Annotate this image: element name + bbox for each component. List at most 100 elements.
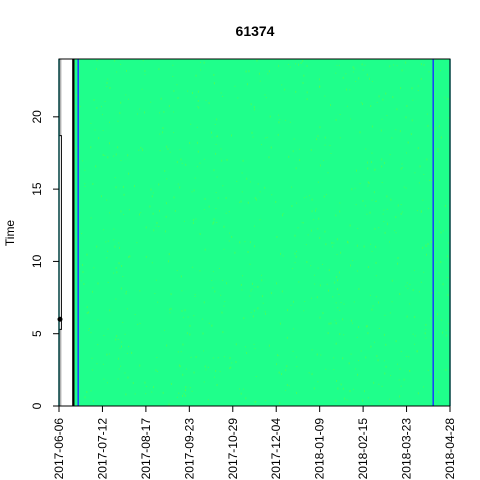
speckle bbox=[116, 271, 118, 274]
speckle bbox=[372, 305, 374, 307]
speckle bbox=[107, 328, 109, 330]
speckle bbox=[170, 382, 172, 385]
speckle bbox=[208, 322, 210, 324]
speckle bbox=[193, 315, 195, 317]
speckle bbox=[199, 162, 201, 164]
speckle bbox=[178, 364, 180, 367]
speckle bbox=[370, 105, 372, 108]
speckle bbox=[144, 70, 146, 73]
x-tick-label: 2018-03-23 bbox=[400, 418, 414, 480]
speckle bbox=[365, 325, 367, 328]
speckle bbox=[76, 146, 78, 149]
speckle bbox=[203, 350, 205, 352]
speckle bbox=[267, 73, 269, 75]
speckle bbox=[317, 381, 319, 383]
speckle bbox=[249, 241, 251, 244]
speckle bbox=[107, 250, 109, 252]
speckle bbox=[352, 259, 354, 261]
speckle bbox=[154, 293, 156, 295]
speckle bbox=[444, 204, 446, 207]
speckle bbox=[288, 155, 290, 158]
speckle bbox=[306, 64, 308, 67]
speckle bbox=[382, 213, 384, 215]
speckle bbox=[374, 341, 376, 343]
speckle bbox=[96, 106, 98, 109]
speckle bbox=[279, 119, 281, 121]
speckle bbox=[367, 332, 369, 335]
speckle bbox=[180, 351, 182, 353]
speckle bbox=[158, 68, 160, 71]
region-green bbox=[74, 59, 450, 406]
speckle bbox=[222, 96, 224, 98]
speckle bbox=[398, 379, 400, 381]
speckle bbox=[311, 210, 313, 213]
speckle bbox=[255, 401, 257, 403]
speckle bbox=[193, 189, 195, 192]
speckle bbox=[216, 222, 218, 224]
speckle bbox=[144, 74, 146, 76]
speckle bbox=[435, 127, 437, 130]
speckle bbox=[107, 281, 109, 283]
speckle bbox=[319, 236, 321, 239]
speckle bbox=[357, 373, 359, 376]
speckle bbox=[418, 291, 420, 293]
speckle bbox=[120, 365, 122, 367]
speckle bbox=[376, 101, 378, 103]
speckle bbox=[115, 153, 117, 156]
speckle bbox=[270, 146, 272, 149]
speckle bbox=[184, 394, 186, 397]
speckle bbox=[337, 387, 339, 390]
speckle bbox=[204, 365, 206, 368]
speckle bbox=[314, 274, 316, 276]
speckle bbox=[369, 294, 371, 296]
speckle bbox=[84, 396, 86, 399]
speckle bbox=[368, 182, 370, 185]
speckle bbox=[367, 397, 369, 399]
speckle bbox=[144, 381, 146, 384]
speckle bbox=[425, 244, 427, 247]
speckle bbox=[407, 287, 409, 289]
speckle bbox=[173, 196, 175, 199]
speckle bbox=[86, 306, 88, 309]
speckle bbox=[337, 307, 339, 309]
speckle bbox=[195, 74, 197, 77]
speckle bbox=[96, 363, 98, 365]
y-tick-label: 10 bbox=[30, 254, 44, 268]
speckle bbox=[270, 292, 272, 295]
speckle bbox=[84, 183, 86, 185]
speckle bbox=[116, 335, 118, 338]
speckle bbox=[440, 231, 442, 234]
speckle bbox=[401, 211, 403, 213]
speckle bbox=[327, 332, 329, 335]
speckle bbox=[113, 228, 115, 230]
speckle bbox=[397, 262, 399, 265]
speckle bbox=[315, 209, 317, 212]
y-axis-label: Time bbox=[3, 220, 17, 247]
speckle bbox=[116, 71, 118, 73]
speckle bbox=[112, 155, 114, 157]
speckle bbox=[310, 229, 312, 232]
speckle bbox=[139, 323, 141, 325]
speckle bbox=[264, 94, 266, 96]
speckle bbox=[177, 351, 179, 353]
speckle bbox=[139, 108, 141, 110]
speckle bbox=[381, 165, 383, 168]
speckle bbox=[83, 283, 85, 286]
speckle bbox=[296, 366, 298, 368]
speckle bbox=[90, 217, 92, 219]
speckle bbox=[425, 329, 427, 331]
speckle bbox=[396, 108, 398, 111]
speckle bbox=[165, 202, 167, 205]
speckle bbox=[375, 261, 377, 264]
speckle bbox=[428, 207, 430, 209]
speckle bbox=[136, 242, 138, 244]
speckle bbox=[138, 213, 140, 216]
speckle bbox=[339, 202, 341, 204]
speckle bbox=[278, 355, 280, 357]
speckle bbox=[426, 245, 428, 247]
speckle bbox=[437, 148, 439, 151]
speckle bbox=[82, 270, 84, 273]
speckle bbox=[448, 117, 450, 120]
speckle bbox=[106, 353, 108, 356]
speckle bbox=[298, 281, 300, 283]
